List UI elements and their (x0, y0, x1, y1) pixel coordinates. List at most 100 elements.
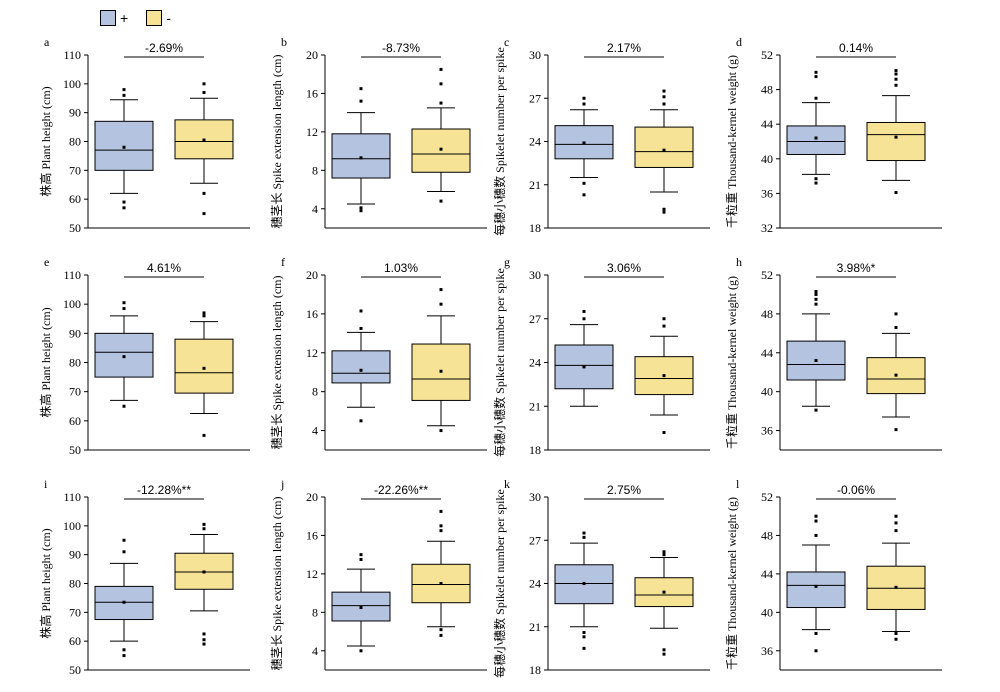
outlier-point (894, 428, 898, 432)
y-tick-label: 27 (529, 533, 541, 547)
mean-marker (662, 374, 666, 378)
outlier-point (439, 529, 443, 533)
panel-j: 4 8 12 16 20 j 穗茎长 Spike extension length (cm)… (270, 477, 487, 671)
box-minus (634, 317, 694, 434)
outlier-point (122, 550, 126, 554)
outlier-point (122, 648, 126, 652)
outlier-point (662, 550, 666, 554)
outlier-point (662, 210, 666, 214)
y-tick-label: 12 (306, 125, 318, 139)
box-plus (786, 70, 846, 185)
percent-change-label: -0.06% (837, 483, 875, 497)
y-tick-label: 4 (312, 202, 318, 216)
outlier-point (814, 181, 818, 185)
legend-swatch-minus (146, 10, 163, 26)
y-tick-label: 80 (69, 577, 81, 591)
y-tick-label: 52 (761, 268, 773, 282)
box-minus (866, 514, 926, 641)
mean-marker (814, 136, 818, 140)
legend-item-minus: - (146, 10, 171, 26)
box-minus (411, 288, 471, 433)
mean-marker (359, 606, 363, 610)
legend-label-plus: + (120, 10, 129, 26)
outlier-point (662, 431, 666, 434)
y-tick-label: 50 (69, 443, 81, 457)
mean-marker (122, 145, 126, 149)
panel-label: l (736, 477, 740, 491)
y-tick-label: 24 (529, 135, 541, 149)
y-tick-label: 24 (529, 356, 541, 370)
y-tick-label: 12 (306, 346, 318, 360)
outlier-point (202, 311, 206, 315)
outlier-point (359, 557, 363, 561)
y-axis-label: 株高 Plant height (cm) (38, 307, 53, 417)
mean-marker (662, 590, 666, 594)
mean-marker (202, 138, 206, 142)
legend: + - (100, 10, 183, 26)
y-tick-label: 60 (69, 634, 81, 648)
box-minus (174, 522, 234, 646)
box-minus (174, 82, 234, 216)
y-tick-label: 36 (761, 424, 773, 438)
box-plus (94, 538, 154, 658)
outlier-point (894, 326, 898, 329)
outlier-point (814, 519, 818, 523)
outlier-point (202, 642, 206, 646)
outlier-point (439, 302, 443, 306)
y-tick-label: 16 (306, 86, 318, 100)
y-tick-label: 90 (69, 326, 81, 340)
outlier-point (202, 632, 206, 636)
panel-label: e (44, 255, 49, 269)
box-minus (866, 312, 926, 432)
box-minus (634, 550, 694, 656)
box-plus (94, 88, 154, 210)
panel-i: 50 60 70 80 90 100 110 i 株高 Plant height (cm) -12… (38, 477, 250, 677)
iqr-box (786, 340, 846, 381)
mean-marker (582, 582, 586, 585)
box-minus (634, 89, 694, 214)
outlier-point (439, 633, 443, 637)
panel-d: 32 36 40 44 48 52 d 千粒重 Thousand-kernel weight … (724, 35, 942, 235)
outlier-point (662, 553, 666, 557)
y-tick-label: 40 (761, 152, 773, 166)
outlier-point (894, 631, 898, 635)
outlier-point (814, 514, 818, 518)
outlier-point (662, 89, 666, 93)
outlier-point (582, 631, 586, 635)
outlier-point (662, 317, 666, 321)
outlier-point (439, 288, 443, 292)
outlier-point (202, 90, 206, 94)
outlier-point (359, 326, 363, 330)
y-tick-label: 60 (69, 192, 81, 206)
outlier-point (894, 529, 898, 533)
outlier-point (894, 69, 898, 73)
y-tick-label: 110 (63, 490, 81, 504)
outlier-point (359, 553, 363, 557)
y-tick-label: 100 (63, 77, 81, 91)
legend-label-minus: - (166, 10, 171, 26)
outlier-point (894, 521, 898, 525)
outlier-point (582, 102, 586, 106)
iqr-box (174, 338, 234, 394)
outlier-point (814, 292, 818, 296)
mean-marker (122, 600, 126, 604)
iqr-box (331, 350, 391, 384)
outlier-point (439, 509, 443, 513)
y-axis-label: 千粒重 Thousand-kernel weight (g) (724, 497, 739, 670)
y-tick-label: 27 (529, 91, 541, 105)
panel-h: 36 40 44 48 52 h 千粒重 Thousand-kernel weight (g… (724, 255, 942, 451)
y-tick-label: 36 (761, 186, 773, 200)
y-tick-label: 24 (529, 577, 541, 591)
y-tick-label: 21 (529, 620, 541, 634)
outlier-point (894, 312, 898, 316)
y-tick-label: 90 (69, 548, 81, 562)
y-tick-label: 70 (69, 605, 81, 619)
legend-item-plus: + (100, 10, 128, 26)
y-tick-label: 90 (69, 106, 81, 120)
iqr-box (786, 571, 846, 609)
y-axis-label: 每穗小穗数 Spikelet number per spike (492, 489, 507, 678)
mean-marker (814, 584, 818, 588)
y-tick-label: 70 (69, 385, 81, 399)
outlier-point (814, 75, 818, 79)
